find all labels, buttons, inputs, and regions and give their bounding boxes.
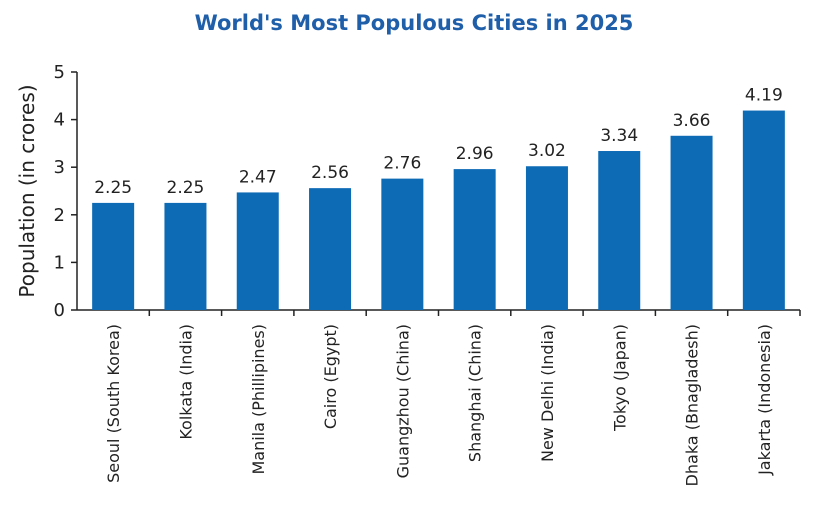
chart-title: World's Most Populous Cities in 2025 xyxy=(195,11,634,35)
data-label: 2.76 xyxy=(383,154,421,174)
data-label: 3.66 xyxy=(673,111,711,131)
bar xyxy=(236,192,279,310)
bars xyxy=(92,110,785,310)
bar xyxy=(453,169,496,310)
bar xyxy=(381,178,424,310)
data-label: 3.34 xyxy=(600,126,638,146)
y-tick-label: 3 xyxy=(54,157,65,178)
data-label: 2.25 xyxy=(94,178,132,198)
y-ticks: 0 1 2 3 4 5 xyxy=(54,62,77,321)
category-label: Cairo (Egypt) xyxy=(321,324,340,429)
category-labels: Seoul (South Korea) Kolkata (India) Manila… xyxy=(104,324,774,486)
data-label: 2.56 xyxy=(311,163,349,183)
y-tick-label: 0 xyxy=(54,300,65,321)
data-labels: 2.25 2.25 2.47 2.56 2.76 2.96 3.02 3.34 3.66 4.19 xyxy=(94,86,783,198)
y-tick-label: 4 xyxy=(54,110,65,131)
y-tick-label: 5 xyxy=(54,62,65,83)
category-label: Seoul (South Korea) xyxy=(104,324,123,483)
data-label: 4.19 xyxy=(745,86,783,106)
category-label: Manila (Phillipines) xyxy=(249,324,268,475)
category-label: New Delhi (India) xyxy=(538,324,557,462)
y-axis-label: Population (in crores) xyxy=(15,84,39,297)
bar xyxy=(670,135,713,310)
y-tick-label: 1 xyxy=(54,252,65,273)
bar xyxy=(525,166,568,310)
x-ticks xyxy=(148,310,801,316)
bar xyxy=(598,151,641,310)
category-label: Guangzhou (China) xyxy=(393,324,412,478)
data-label: 2.96 xyxy=(456,144,494,164)
data-label: 2.25 xyxy=(167,178,205,198)
category-label: Jakarta (Indonesia) xyxy=(755,324,774,476)
bar xyxy=(309,188,352,310)
data-label: 3.02 xyxy=(528,141,566,161)
category-label: Kolkata (India) xyxy=(176,324,195,440)
category-label: Shanghai (China) xyxy=(466,324,485,462)
category-label: Dhaka (Bnagladesh) xyxy=(683,324,702,486)
bar xyxy=(742,110,785,310)
bar xyxy=(164,202,207,310)
y-tick-label: 2 xyxy=(54,205,65,226)
category-label: Tokyo (Japan) xyxy=(610,324,629,432)
bar xyxy=(92,202,135,310)
data-label: 2.47 xyxy=(239,167,277,187)
